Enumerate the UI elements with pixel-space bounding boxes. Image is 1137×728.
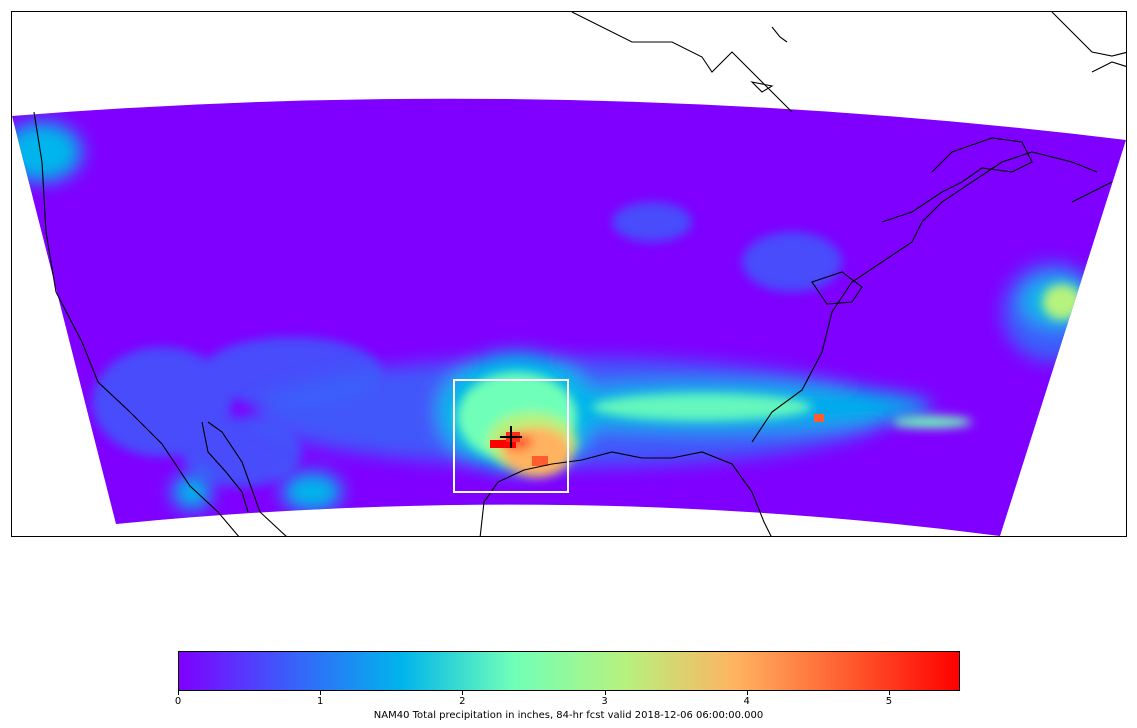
colorbar-tick	[178, 691, 179, 695]
colorbar-tick	[462, 691, 463, 695]
colorbar-ticks: 0 1 2 3 4 5	[178, 691, 960, 711]
colorbar-tick-label: 2	[459, 696, 465, 707]
colorbar-tick	[605, 691, 606, 695]
colorbar-tick-label: 5	[886, 696, 892, 707]
colorbar-tick	[889, 691, 890, 695]
colorbar-tick-label: 1	[317, 696, 323, 707]
map-panel	[11, 11, 1127, 537]
colorbar-tick-label: 0	[175, 696, 181, 707]
precip-field	[12, 12, 1127, 537]
colorbar-caption: NAM40 Total precipitation in inches, 84-…	[0, 710, 1137, 721]
colorbar-tick	[320, 691, 321, 695]
colorbar	[178, 651, 960, 691]
colorbar-tick-label: 4	[744, 696, 750, 707]
precipitation-map	[12, 12, 1127, 537]
colorbar-tick-label: 3	[601, 696, 607, 707]
colorbar-tick	[747, 691, 748, 695]
